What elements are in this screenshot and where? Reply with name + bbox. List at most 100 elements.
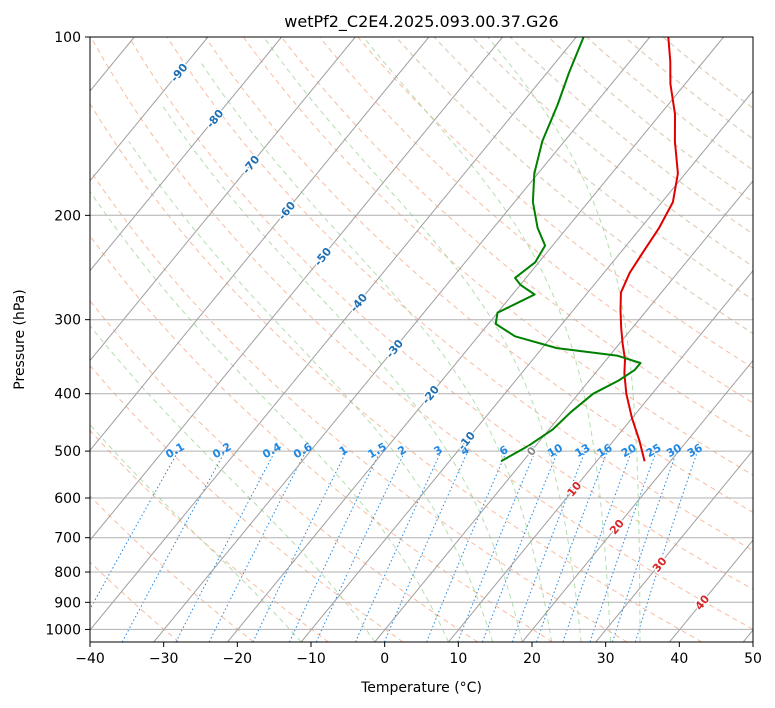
mixing-ratio-label: 25 <box>644 441 664 460</box>
mixing-ratio-line <box>457 450 536 642</box>
mixing-ratio-line <box>90 450 179 611</box>
y-tick-label: 500 <box>54 444 81 460</box>
dry-adiabat-line <box>662 37 753 109</box>
x-tick-label: −10 <box>296 651 326 667</box>
y-tick-label: 300 <box>54 313 81 329</box>
moist-adiabat-line <box>199 61 553 642</box>
mixing-ratio-line <box>634 450 699 642</box>
mixing-ratio-line <box>252 450 347 642</box>
dry-adiabat-line <box>90 561 180 642</box>
mixing-ratio-label: 1.5 <box>366 440 389 461</box>
y-tick-label: 800 <box>54 565 81 581</box>
mixing-ratio-line <box>612 450 678 642</box>
isotherm-line <box>153 37 651 642</box>
x-tick-label: 10 <box>449 651 467 667</box>
moist-adiabat-line <box>487 37 641 642</box>
y-tick-label: 1000 <box>45 622 81 638</box>
dry-adiabat-line <box>586 37 753 171</box>
x-tick-label: −20 <box>223 651 253 667</box>
x-tick-label: −30 <box>149 651 179 667</box>
y-tick-label: 400 <box>54 387 81 403</box>
isotherm-line <box>521 359 753 642</box>
mixing-ratio-line <box>426 450 508 642</box>
moist-adiabat-line <box>161 104 523 642</box>
mixing-ratio-line <box>536 450 608 642</box>
background-lines <box>0 37 753 642</box>
mixing-ratio-label: 16 <box>595 441 615 460</box>
dry-adiabat-line <box>90 300 479 642</box>
y-tick-label: 600 <box>54 491 81 507</box>
mixing-ratio-line <box>481 450 559 642</box>
dry-adiabat-line <box>90 429 329 642</box>
mixing-ratio-line <box>121 450 226 642</box>
x-tick-label: 0 <box>380 651 389 667</box>
isotherm-line <box>300 90 753 642</box>
mixing-ratio-label: 10 <box>545 441 565 460</box>
y-axis-title: Pressure (hPa) <box>12 289 28 389</box>
mixing-ratio-line <box>589 450 657 642</box>
profiles <box>494 37 679 463</box>
x-tick-label: 20 <box>523 651 541 667</box>
mixing-ratio-line <box>383 450 469 642</box>
x-tick-label: 50 <box>744 651 762 667</box>
y-tick-label: 100 <box>54 30 81 46</box>
dry-adiabat-line <box>166 37 753 551</box>
x-tick-label: 30 <box>597 651 615 667</box>
moist-adiabat-line <box>363 37 612 642</box>
isotherm-line <box>669 539 753 642</box>
isotherm-line <box>90 37 282 272</box>
dry-adiabat-line <box>204 37 753 513</box>
dry-adiabat-line <box>281 37 753 440</box>
moist-adiabat-line <box>90 423 302 642</box>
x-axis-title: Temperature (°C) <box>360 680 482 696</box>
isotherm-line <box>90 37 209 182</box>
dry-adiabat-line <box>242 37 753 476</box>
y-tick-label: 200 <box>54 208 81 224</box>
dry-adiabat-line <box>548 37 753 203</box>
isotherm-line <box>227 37 724 642</box>
mixing-ratio-line <box>562 450 633 642</box>
mixing-ratio-line <box>288 450 381 642</box>
mixing-ratio-line <box>355 450 442 642</box>
y-tick-label: 700 <box>54 531 81 547</box>
temperature-profile-line <box>619 37 679 462</box>
moist-adiabat-line <box>90 190 449 642</box>
mixing-ratio-line <box>511 450 586 642</box>
mixing-ratio-label: 13 <box>573 441 593 460</box>
dry-adiabat-line <box>357 37 753 369</box>
mixing-ratio-line <box>208 450 307 642</box>
chart-title: wetPf2_C2E4.2025.093.00.37.G26 <box>284 12 558 32</box>
mixing-ratio-label: 0.2 <box>210 440 233 461</box>
mixing-ratio-line <box>175 450 276 642</box>
isotherm-line <box>90 37 577 631</box>
isotherm-line <box>90 37 430 452</box>
x-tick-label: 40 <box>670 651 688 667</box>
dry-adiabat-line <box>90 495 254 642</box>
mixing-ratio-label: 30 <box>664 441 684 460</box>
isotherm-line <box>90 37 356 362</box>
y-tick-label: 900 <box>54 595 81 611</box>
y-axis: 1000 900 800 700 600 500 400 300 200 100 <box>45 30 90 638</box>
dewpoint-profile-line <box>494 37 642 463</box>
dry-adiabat-line <box>128 37 753 590</box>
mixing-ratio-label: 0.6 <box>291 440 315 461</box>
isotherm-line <box>448 269 753 642</box>
dry-adiabat-line <box>433 37 753 301</box>
isotherm-line <box>90 37 503 541</box>
plot-frame <box>89 36 754 643</box>
mixing-ratio-label: 0.4 <box>260 440 284 461</box>
mixing-ratio-label: 36 <box>685 441 705 460</box>
line-labels: 0.1 0.2 0.4 0.6 1 1.5 2 3 4 6 8 10 13 16 20 25 30 36-100-… <box>128 37 713 614</box>
dry-adiabat-line <box>90 169 628 642</box>
dry-adiabat-line <box>509 37 753 235</box>
x-tick-label: −40 <box>75 651 105 667</box>
moist-adiabat-line <box>263 37 582 642</box>
dry-adiabat-line <box>90 37 753 630</box>
dry-adiabat-line <box>90 235 553 642</box>
dry-adiabat-line <box>624 37 753 140</box>
mixing-ratio-label: 0.1 <box>163 440 186 461</box>
isotherm-line <box>742 629 753 642</box>
dry-adiabat-line <box>90 102 703 642</box>
isotherm-line <box>0 37 61 642</box>
